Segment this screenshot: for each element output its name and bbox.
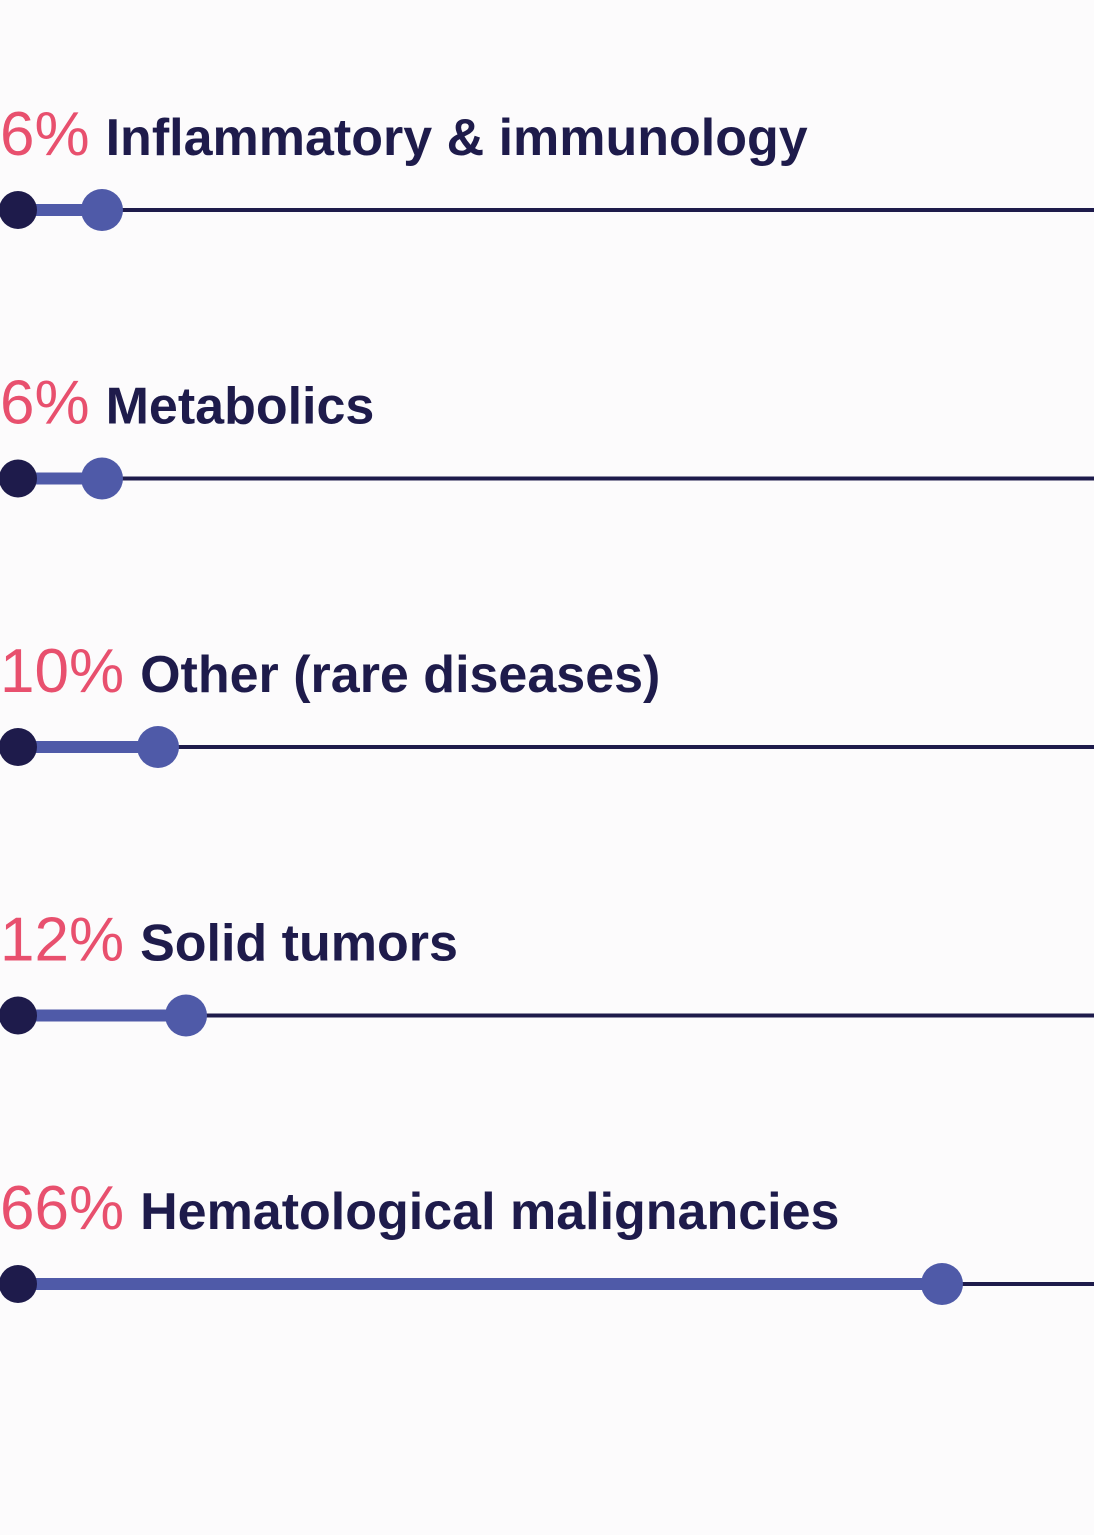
end-dot [81, 189, 123, 231]
row-label: 66% Hematological malignancies [0, 1174, 839, 1243]
start-dot [0, 728, 37, 766]
bar [18, 1009, 186, 1022]
category-label: Metabolics [106, 378, 375, 436]
end-dot [81, 457, 123, 500]
bar [18, 472, 102, 485]
category-label: Other (rare diseases) [140, 646, 660, 704]
end-dot [137, 726, 179, 768]
category-label: Inflammatory & immunology [106, 109, 808, 167]
value-label: 12% [0, 906, 124, 975]
category-label: Solid tumors [140, 915, 458, 973]
row-label: 6% Metabolics [0, 369, 374, 438]
bar [18, 1278, 942, 1290]
row-label: 10% Other (rare diseases) [0, 637, 660, 706]
end-dot [165, 994, 207, 1037]
bar [18, 204, 102, 216]
start-dot [0, 191, 37, 229]
category-label: Hematological malignancies [140, 1183, 839, 1241]
row-label: 12% Solid tumors [0, 906, 458, 975]
value-label: 10% [0, 637, 124, 706]
value-label: 6% [0, 369, 90, 438]
start-dot [0, 1265, 37, 1303]
end-dot [921, 1263, 963, 1305]
start-dot [0, 996, 37, 1035]
value-label: 6% [0, 100, 90, 169]
bar [18, 741, 158, 753]
value-label: 66% [0, 1174, 124, 1243]
row-label: 6% Inflammatory & immunology [0, 100, 808, 169]
start-dot [0, 459, 37, 498]
